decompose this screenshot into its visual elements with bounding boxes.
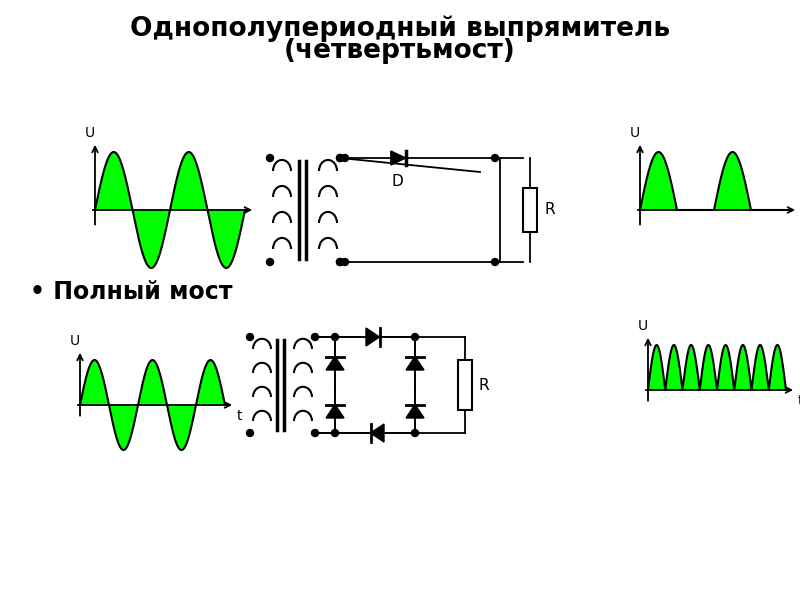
Text: t: t (798, 394, 800, 408)
Polygon shape (406, 356, 424, 370)
Text: R: R (544, 202, 554, 217)
Polygon shape (648, 345, 786, 390)
Polygon shape (80, 360, 225, 405)
Polygon shape (640, 152, 788, 210)
Circle shape (311, 334, 318, 340)
Circle shape (246, 334, 254, 340)
Polygon shape (80, 405, 225, 450)
Polygon shape (326, 404, 344, 418)
Polygon shape (326, 356, 344, 370)
Circle shape (491, 154, 498, 161)
Circle shape (411, 430, 418, 437)
Text: R: R (479, 377, 490, 392)
Circle shape (246, 430, 254, 437)
Text: U: U (638, 319, 648, 333)
Circle shape (491, 259, 498, 265)
Bar (458, 360, 472, 410)
Circle shape (411, 334, 418, 340)
Polygon shape (391, 151, 406, 165)
Circle shape (331, 334, 338, 340)
Text: D: D (392, 174, 404, 189)
Circle shape (337, 259, 343, 265)
Text: U: U (630, 126, 640, 140)
Circle shape (337, 259, 343, 265)
Circle shape (331, 430, 338, 437)
Polygon shape (366, 328, 379, 346)
Circle shape (337, 154, 343, 161)
Text: U: U (70, 334, 80, 348)
Circle shape (266, 259, 274, 265)
Circle shape (342, 259, 349, 265)
Polygon shape (95, 210, 245, 268)
Text: (четвертьмост): (четвертьмост) (284, 38, 516, 64)
Circle shape (337, 154, 343, 161)
Polygon shape (406, 404, 424, 418)
Text: • Полный мост: • Полный мост (30, 280, 233, 304)
Polygon shape (370, 424, 384, 442)
Bar (523, 188, 537, 232)
Text: t: t (237, 409, 242, 423)
Circle shape (266, 154, 274, 161)
Text: U: U (85, 126, 95, 140)
Circle shape (311, 430, 318, 437)
Text: Однополупериодный выпрямитель: Однополупериодный выпрямитель (130, 15, 670, 41)
Polygon shape (95, 152, 245, 210)
Circle shape (342, 154, 349, 161)
